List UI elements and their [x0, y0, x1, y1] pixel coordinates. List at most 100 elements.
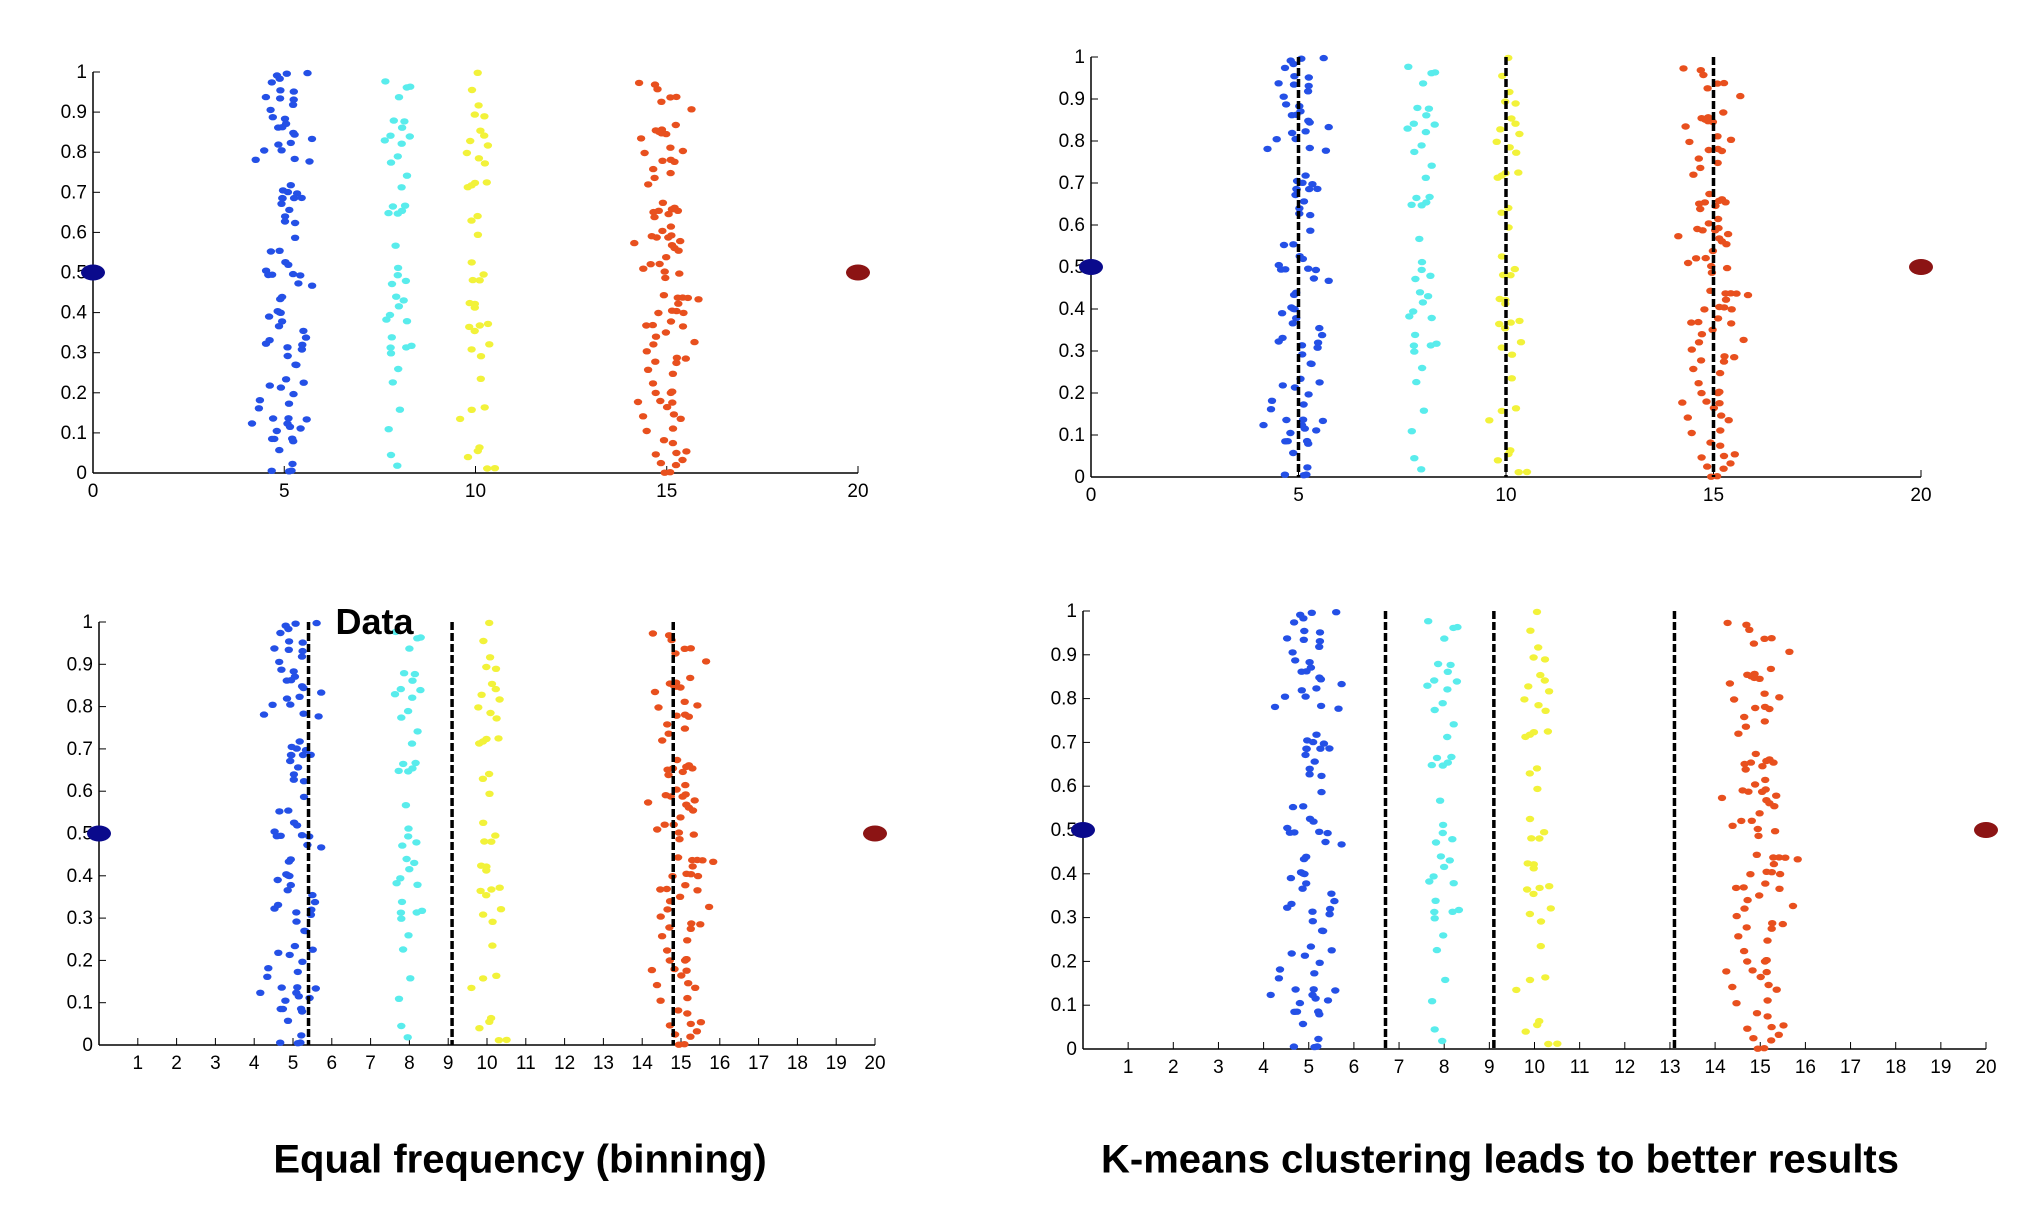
- data-point: [487, 680, 497, 688]
- data-point: [1753, 825, 1763, 833]
- data-point: [277, 318, 287, 325]
- data-point: [1754, 832, 1763, 840]
- data-point: [1290, 829, 1299, 836]
- data-point: [1715, 400, 1724, 407]
- data-point: [297, 194, 306, 202]
- data-point: [658, 199, 668, 206]
- data-point: [1697, 115, 1706, 122]
- data-point: [1769, 860, 1779, 868]
- endpoint-left: [81, 264, 105, 281]
- data-point: [1497, 344, 1507, 351]
- data-point: [636, 135, 646, 142]
- x-tick-label: 11: [516, 1053, 536, 1074]
- data-point: [1305, 659, 1314, 666]
- data-point: [1525, 815, 1535, 823]
- data-point: [642, 427, 651, 435]
- data-point: [1275, 966, 1285, 973]
- data-point: [266, 248, 276, 255]
- data-point: [1743, 958, 1752, 965]
- data-point: [465, 299, 474, 307]
- x-tick-label: 11: [1570, 1057, 1590, 1078]
- data-point: [1413, 104, 1422, 112]
- data-point: [1697, 454, 1706, 461]
- data-point: [284, 807, 293, 814]
- data-point: [1332, 609, 1341, 616]
- data-point: [281, 259, 290, 266]
- data-point: [292, 190, 302, 197]
- data-point: [1287, 112, 1297, 119]
- data-point: [1447, 753, 1456, 761]
- data-point: [394, 365, 403, 373]
- data-point: [1289, 619, 1299, 626]
- data-point: [1739, 336, 1748, 344]
- data-point: [682, 448, 691, 455]
- data-point: [1319, 54, 1328, 62]
- data-point: [1743, 671, 1752, 678]
- data-point: [1303, 737, 1312, 744]
- data-point: [289, 88, 298, 95]
- data-point: [1299, 198, 1309, 205]
- data-point: [1544, 688, 1554, 695]
- data-point: [1409, 120, 1419, 127]
- data-point: [297, 832, 307, 839]
- data-point: [301, 334, 311, 341]
- data-point: [297, 346, 307, 353]
- data-point: [648, 380, 658, 387]
- data-point: [676, 237, 685, 245]
- data-point: [1301, 693, 1310, 700]
- data-point: [650, 174, 659, 182]
- data-point: [1713, 315, 1723, 322]
- scatter-panel-3: 00.10.20.30.40.50.60.70.80.911 2 3 4 5 6 7 8 9 10…: [67, 601, 887, 1074]
- data-point: [1703, 114, 1713, 121]
- data-point: [476, 375, 485, 382]
- data-point: [276, 832, 285, 839]
- data-point: [1681, 123, 1690, 130]
- data-point: [495, 884, 504, 891]
- data-point: [1679, 65, 1688, 72]
- data-point: [259, 711, 269, 718]
- data-point: [1740, 760, 1749, 768]
- data-point: [1439, 863, 1449, 871]
- data-point: [388, 379, 397, 386]
- data-point: [285, 206, 294, 214]
- data-point: [1701, 254, 1710, 262]
- data-point: [664, 234, 673, 241]
- data-point: [684, 713, 693, 720]
- data-point: [1741, 723, 1751, 730]
- data-point: [1743, 291, 1753, 299]
- scatter-panel-4: 00.10.20.30.40.50.60.70.80.911 2 3 4 5 6 7 8 9 10…: [1051, 601, 1998, 1078]
- data-point: [473, 447, 482, 455]
- data-point: [1717, 794, 1727, 802]
- data-point: [276, 1005, 285, 1013]
- data-point: [296, 425, 305, 432]
- data-point: [678, 323, 688, 330]
- data-point: [286, 701, 295, 708]
- data-point: [1411, 275, 1420, 283]
- data-point: [390, 691, 400, 698]
- data-point: [643, 366, 653, 373]
- data-point: [285, 423, 295, 430]
- data-point: [291, 620, 300, 627]
- data-point: [1546, 905, 1556, 912]
- x-tick-label: 6: [327, 1053, 338, 1074]
- data-point: [680, 698, 689, 705]
- data-point: [1403, 125, 1412, 132]
- data-point: [385, 311, 395, 319]
- data-point: [286, 856, 295, 863]
- data-point: [676, 814, 685, 821]
- data-point: [1318, 927, 1328, 935]
- data-point: [298, 639, 307, 646]
- data-point: [704, 903, 714, 911]
- data-point: [1765, 705, 1774, 713]
- data-point: [254, 405, 264, 412]
- x-tick-label: 5: [288, 1053, 299, 1074]
- data-point: [1287, 900, 1296, 908]
- data-point: [1263, 145, 1272, 153]
- data-point: [1299, 472, 1309, 479]
- data-point: [285, 951, 294, 959]
- data-point: [399, 760, 408, 768]
- y-tick-label: 0.9: [1059, 89, 1085, 110]
- data-point: [286, 182, 295, 189]
- data-point: [1724, 417, 1733, 424]
- data-point: [1511, 100, 1520, 107]
